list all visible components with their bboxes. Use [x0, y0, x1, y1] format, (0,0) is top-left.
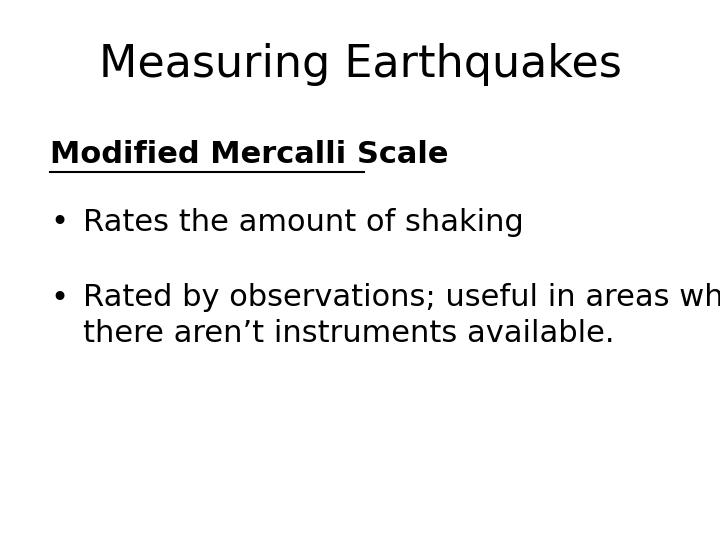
- Text: Modified Mercalli Scale: Modified Mercalli Scale: [50, 140, 449, 170]
- Text: •: •: [50, 284, 68, 313]
- Text: •: •: [50, 208, 68, 237]
- Text: Rates the amount of shaking: Rates the amount of shaking: [83, 208, 523, 237]
- Text: Measuring Earthquakes: Measuring Earthquakes: [99, 43, 621, 86]
- Text: Rated by observations; useful in areas where
there aren’t instruments available.: Rated by observations; useful in areas w…: [83, 284, 720, 348]
